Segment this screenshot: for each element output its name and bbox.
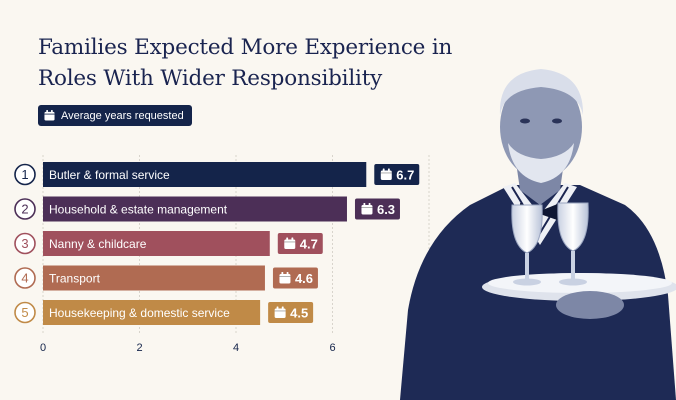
value-label: 4.6 bbox=[295, 271, 313, 286]
rank-circle bbox=[14, 163, 36, 186]
calendar-icon bbox=[361, 203, 373, 215]
rank-number: 3 bbox=[21, 236, 28, 251]
rank-circle bbox=[14, 267, 36, 289]
calendar-icon bbox=[274, 306, 286, 318]
rank-circle bbox=[14, 232, 36, 255]
bar-category-label: Household & estate management bbox=[49, 203, 228, 217]
chart-title-line-2: Roles With Wider Responsibility bbox=[38, 66, 383, 91]
bar bbox=[43, 265, 265, 291]
bar-category-label: Housekeeping & domestic service bbox=[49, 306, 230, 320]
chart-title: Families Expected More Experience in Rol… bbox=[38, 32, 458, 94]
legend-label: Average years requested bbox=[61, 109, 184, 122]
rank-number: 2 bbox=[21, 202, 28, 217]
calendar-icon bbox=[380, 168, 392, 180]
bar bbox=[43, 300, 261, 325]
value-label: 4.5 bbox=[290, 306, 308, 321]
rank-circle bbox=[14, 198, 36, 220]
calendar-icon bbox=[44, 110, 55, 121]
bar bbox=[43, 231, 270, 256]
value-label: 6.3 bbox=[377, 202, 395, 217]
bar-category-label: Transport bbox=[49, 272, 101, 286]
chart-title-line-1: Families Expected More Experience in bbox=[38, 35, 453, 60]
bar bbox=[43, 196, 347, 222]
bar-category-label: Butler & formal service bbox=[49, 168, 170, 182]
legend-badge: Average years requested bbox=[38, 105, 192, 126]
bar-category-label: Nanny & childcare bbox=[49, 237, 147, 251]
calendar-icon bbox=[284, 237, 296, 249]
bar bbox=[43, 162, 367, 187]
value-label: 6.7 bbox=[396, 168, 414, 183]
value-label: 4.7 bbox=[300, 237, 318, 252]
rank-circle bbox=[14, 301, 36, 324]
calendar-icon bbox=[279, 272, 291, 284]
rank-number: 4 bbox=[21, 271, 28, 286]
x-tick-label: 4 bbox=[233, 342, 239, 354]
butler-photo bbox=[400, 69, 676, 400]
x-tick-label: 6 bbox=[329, 342, 335, 354]
rank-number: 5 bbox=[21, 305, 28, 320]
rank-number: 1 bbox=[21, 167, 28, 182]
x-tick-label: 0 bbox=[40, 342, 46, 354]
x-tick-label: 2 bbox=[136, 342, 142, 354]
